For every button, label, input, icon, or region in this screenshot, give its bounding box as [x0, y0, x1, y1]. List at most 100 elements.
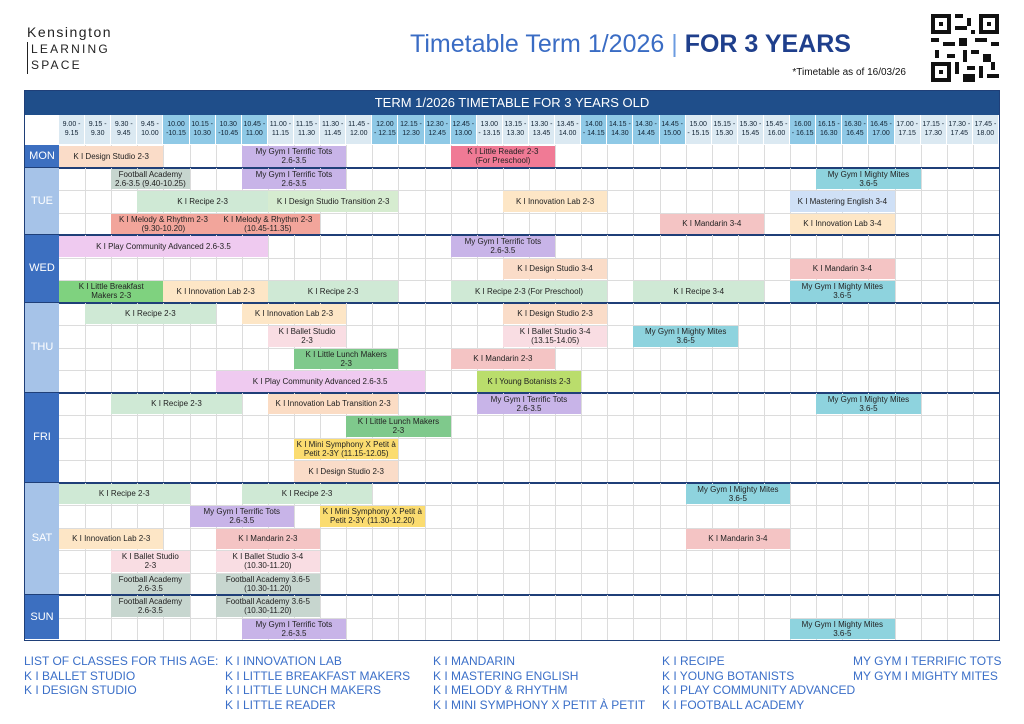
day-label: MON [25, 145, 59, 168]
slot-line [972, 235, 974, 303]
time-slot-header: 10.30 -10.45 [215, 115, 242, 144]
slot-line [633, 595, 635, 640]
class-label: 2.6-3.5 [229, 516, 255, 526]
slot-line [816, 595, 818, 640]
slot-line [372, 595, 374, 640]
time-slot-text: 11.45 [324, 130, 342, 137]
time-slot-text: 16.00 [767, 130, 786, 137]
time-slot-header: 16.30 - 16.45 [842, 115, 869, 144]
class-label: K I Little Breakfast [78, 282, 144, 292]
slot-line [85, 235, 87, 303]
slot-line [424, 302, 426, 393]
time-slot-header: 14.00 - 14.15 [581, 115, 608, 144]
class-label: K I Recipe 2-3 [307, 286, 359, 296]
class-label: My Gym I Terrific Tots [255, 147, 333, 157]
class-block: My Gym I Terrific Tots 2.6-3.5 [241, 618, 347, 639]
time-slot-text: 16.30 - [843, 121, 866, 128]
slot-line [450, 167, 452, 235]
class-label: Makers 2-3 [91, 291, 132, 301]
slot-line [946, 167, 948, 235]
logo-line: Kensington [27, 24, 113, 40]
slot-line [946, 595, 948, 640]
slot-line [294, 595, 295, 640]
class-label: 2.6-3.5 [281, 178, 307, 188]
slot-line [764, 595, 765, 640]
slot-line [607, 145, 609, 168]
slot-line [685, 167, 687, 235]
time-slot-text: 10.45 - [243, 121, 266, 128]
slot-line [920, 235, 922, 303]
slot-line [711, 235, 713, 303]
slot-line [424, 392, 426, 483]
slot-line [424, 145, 426, 168]
class-block: K I Innovation Lab 2-3 [59, 528, 164, 549]
slot-line [320, 235, 322, 303]
slot-line [868, 392, 870, 483]
slot-line [555, 595, 557, 640]
class-label: K I Innovation Lab 2-3 [515, 196, 595, 206]
time-slot-text: 12.00 [376, 121, 394, 128]
class-block: K I Mandarin 3-4 [659, 213, 764, 234]
time-slot-header: 12.00 - 12.15 [372, 115, 399, 144]
slot-line [398, 167, 400, 235]
class-label: Football Academy [118, 169, 183, 179]
class-block: My Gym I Mighty Mites 3.6-5 [790, 618, 895, 639]
slot-line [398, 302, 400, 393]
slot-line [633, 392, 635, 483]
time-slot-text: 11.00 - [269, 121, 292, 128]
class-block: K I Ballet Studio 3-4 (13.15-14.05) [502, 326, 608, 347]
time-slot-text: 13.15 - [504, 121, 527, 128]
slot-line [502, 482, 504, 595]
slot-line [294, 302, 295, 393]
class-label: My Gym I Mighty Mites [697, 484, 779, 494]
class-label: K I Design Studio 2-3 [517, 309, 593, 319]
class-block: K I Ballet Studio 3-4 (10.30-11.20) [215, 551, 321, 572]
slot-line [502, 392, 504, 483]
class-block: My Gym I Terrific Tots 2.6-3.5 [450, 236, 556, 257]
time-slot-text: 9.45 [116, 130, 131, 137]
time-slot-text: 12.15 - [400, 121, 422, 128]
class-label: 2.6-3.5 [490, 246, 516, 256]
class-block: K I Recipe 2-3 [241, 483, 373, 504]
class-block: My Gym I Terrific Tots 2.6-3.5 [476, 393, 582, 414]
slot-line [685, 595, 687, 640]
class-list-item: K I LITTLE READER [225, 697, 336, 712]
slot-line [529, 482, 530, 595]
slot-line [581, 302, 583, 393]
slot-line [633, 235, 635, 303]
time-slot-text: 10.00 [141, 130, 159, 137]
time-slot-text: 16.15 - [817, 121, 840, 128]
class-block: K I Recipe 2-3 [111, 393, 242, 414]
class-label: My Gym I Terrific Tots [255, 619, 333, 629]
time-slot-text: 14.30 - [635, 121, 657, 128]
time-slot-text: - 15.15 [687, 130, 710, 137]
class-list-item: K I PLAY COMMUNITY ADVANCED [662, 683, 856, 697]
class-label: Football Academy [118, 574, 183, 584]
class-block: My Gym I Terrific Tots 2.6-3.5 [189, 506, 294, 527]
class-label: K I Melody & Rhythm 2-3 [118, 214, 208, 224]
class-list-item: K I YOUNG BOTANISTS [662, 668, 795, 683]
slot-line [398, 235, 400, 303]
slot-line [972, 392, 974, 483]
slot-line [920, 482, 922, 595]
slot-line [633, 302, 635, 393]
class-block: K I Melody & Rhythm 2-3 (9.30-10.20) [111, 213, 216, 234]
class-label: K I Design Studio 3-4 [517, 264, 593, 274]
slot-line [607, 482, 609, 595]
time-slot-text: 10.15 - [191, 121, 213, 128]
slot-line [868, 145, 870, 168]
time-slot-text: 14.45 - [661, 121, 683, 128]
time-slot-text: 12.30 [402, 130, 420, 137]
slot-line [764, 235, 765, 303]
time-slot-text: 13.30 [506, 130, 525, 137]
class-label: (10.30-11.20) [244, 606, 292, 616]
slot-line [215, 392, 217, 483]
slot-line [816, 482, 818, 595]
time-slot-header: 9.30 - 9.45 [111, 115, 138, 144]
class-block: K I Mastering English 3-4 [790, 191, 895, 212]
time-slot-text: 13.45 [532, 130, 551, 137]
slot-line [476, 167, 478, 235]
class-block: K I Innovation Lab Transition 2-3 [267, 393, 399, 414]
slot-line [711, 595, 713, 640]
day-label: THU [25, 302, 59, 393]
